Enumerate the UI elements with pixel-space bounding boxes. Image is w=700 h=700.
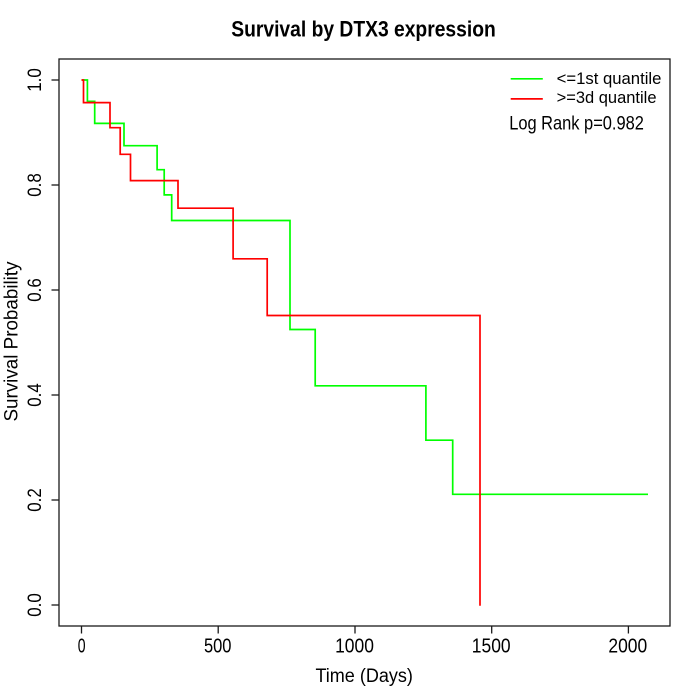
svg-text:1000: 1000 — [335, 634, 374, 657]
svg-text:Survival Probability: Survival Probability — [1, 261, 23, 421]
svg-text:Log Rank p=0.982: Log Rank p=0.982 — [509, 114, 644, 135]
svg-text:1500: 1500 — [472, 634, 511, 657]
svg-text:Survival by DTX3 expression: Survival by DTX3 expression — [231, 17, 496, 42]
svg-text:0.8: 0.8 — [25, 173, 46, 197]
svg-text:0.6: 0.6 — [25, 278, 46, 302]
svg-text:2000: 2000 — [608, 634, 647, 657]
svg-text:500: 500 — [204, 634, 232, 657]
svg-text:0.4: 0.4 — [25, 383, 46, 407]
svg-text:1.0: 1.0 — [25, 68, 46, 92]
svg-text:<=1st quantile: <=1st quantile — [557, 70, 662, 88]
svg-text:>=3d quantile: >=3d quantile — [557, 89, 657, 107]
svg-text:0: 0 — [78, 634, 86, 657]
svg-text:0.2: 0.2 — [25, 488, 46, 512]
svg-text:0.0: 0.0 — [25, 593, 46, 617]
svg-text:Time (Days): Time (Days) — [315, 666, 413, 687]
